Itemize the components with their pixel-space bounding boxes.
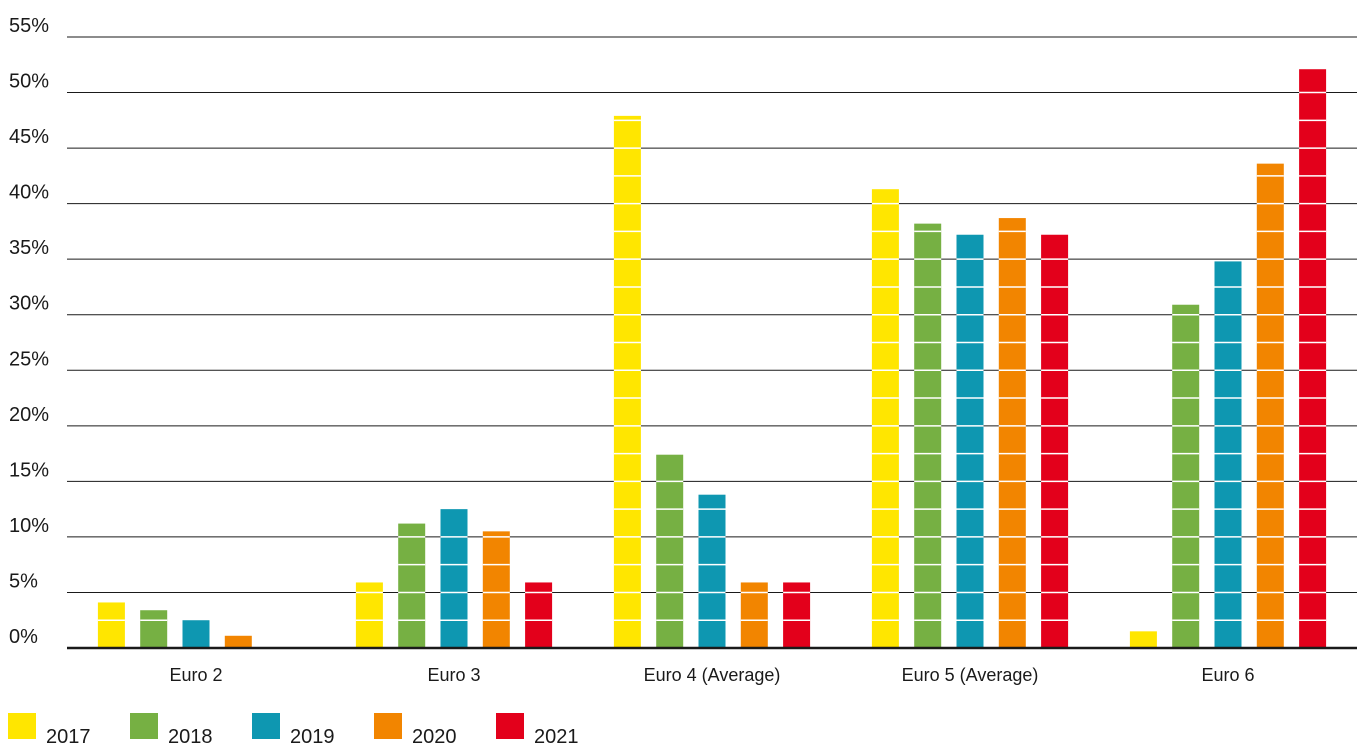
legend-label-2020: 2020 <box>412 726 457 744</box>
y-tick-label: 55% <box>9 15 49 37</box>
y-tick-label: 20% <box>9 404 49 426</box>
bar-2018-euro-4-average <box>656 454 684 648</box>
bar-2019-euro-6 <box>1214 261 1242 648</box>
legend-swatch-2018 <box>130 713 158 739</box>
bar-2021-euro-6 <box>1299 69 1327 648</box>
bar-2020-euro-2 <box>224 635 252 648</box>
bar-2017-euro-2 <box>97 602 125 648</box>
bar-2018-euro-3 <box>398 523 426 648</box>
bar-2020-euro-5-average <box>998 218 1026 648</box>
bar-2021-euro-3 <box>525 582 553 648</box>
bar-2021-euro-4-average <box>783 582 811 648</box>
bar-2017-euro-4-average <box>613 115 641 649</box>
bar-2021-euro-5-average <box>1041 234 1069 648</box>
bar-2017-euro-5-average <box>871 189 899 648</box>
legend-swatch-2019 <box>252 713 280 739</box>
bars <box>97 69 1327 649</box>
y-tick-label: 30% <box>9 293 49 315</box>
bar-2018-euro-6 <box>1172 304 1200 648</box>
bar-2017-euro-3 <box>355 582 383 648</box>
bar-2020-euro-4-average <box>740 582 768 648</box>
x-category-label: Euro 4 (Average) <box>644 665 781 685</box>
x-category-label: Euro 6 <box>1201 665 1254 685</box>
y-tick-label: 45% <box>9 126 49 148</box>
y-tick-label: 0% <box>9 626 38 648</box>
y-tick-label: 10% <box>9 515 49 537</box>
legend-swatch-2021 <box>496 713 524 739</box>
bar-2020-euro-6 <box>1256 163 1284 649</box>
bar-2019-euro-2 <box>182 620 210 648</box>
legend-label-2017: 2017 <box>46 726 91 744</box>
bar-2019-euro-4-average <box>698 494 726 648</box>
y-tick-label: 5% <box>9 570 38 592</box>
legend-label-2019: 2019 <box>290 726 335 744</box>
y-tick-label: 40% <box>9 182 49 204</box>
x-category-label: Euro 2 <box>169 665 222 685</box>
y-axis-tick-labels: 0% 5% 10% 15% 20% 25% 30% 35% 40% 45% 50% 55% <box>9 15 49 648</box>
bar-2019-euro-5-average <box>956 234 984 648</box>
x-category-label: Euro 3 <box>427 665 480 685</box>
legend: 2017 2018 2019 2020 2021 <box>8 713 579 744</box>
legend-label-2021: 2021 <box>534 726 579 744</box>
x-category-label: Euro 5 (Average) <box>902 665 1039 685</box>
x-axis-category-labels: Euro 2 Euro 3 Euro 4 (Average) Euro 5 (Aver… <box>169 665 1254 685</box>
y-tick-label: 25% <box>9 348 49 370</box>
bar-2017-euro-6 <box>1129 631 1157 648</box>
legend-swatch-2020 <box>374 713 402 739</box>
gridlines <box>67 36 1357 593</box>
y-tick-label: 15% <box>9 459 49 481</box>
bar-2018-euro-5-average <box>914 223 942 648</box>
y-tick-label: 50% <box>9 71 49 93</box>
bar-2020-euro-3 <box>482 531 510 648</box>
bar-2019-euro-3 <box>440 509 468 648</box>
bar-2018-euro-2 <box>140 610 168 648</box>
legend-label-2018: 2018 <box>168 726 213 744</box>
legend-swatch-2017 <box>8 713 36 739</box>
y-tick-label: 35% <box>9 237 49 259</box>
